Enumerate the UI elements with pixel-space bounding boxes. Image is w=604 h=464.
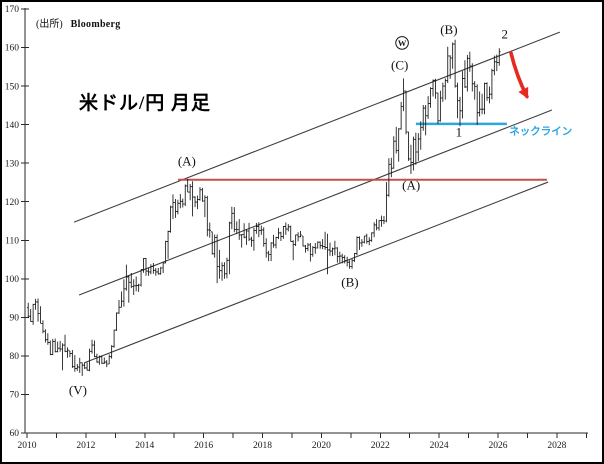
- channel-line-lower: [83, 181, 549, 364]
- annotation-neckline-label: ネックライン: [509, 125, 572, 137]
- annotation-count-1: 1: [456, 124, 463, 139]
- annotation-wave-A1: (A): [178, 154, 196, 169]
- x-axis-label: 2020: [312, 441, 331, 451]
- annotation-wave-C: (C): [391, 57, 408, 72]
- annotation-wave-W-circled: [395, 36, 409, 50]
- x-axis-label: 2012: [76, 441, 95, 451]
- y-axis-label: 80: [10, 352, 20, 362]
- source-label: (出所) Bloomberg: [36, 15, 121, 30]
- x-axis-label: 2028: [547, 441, 566, 451]
- y-axis-label: 120: [5, 198, 20, 208]
- annotation-count-2: 2: [502, 26, 509, 41]
- axes: [24, 8, 588, 434]
- y-axis-label: 90: [10, 314, 20, 324]
- y-axis-label: 140: [5, 121, 20, 131]
- x-axis-label: 2014: [135, 441, 154, 451]
- ohlc-bars: [26, 39, 501, 376]
- x-axis-label: 2016: [194, 441, 213, 451]
- annotation-wave-V: (V): [69, 383, 87, 398]
- x-axis-label: 2024: [430, 441, 449, 451]
- forecast-arrow: [509, 51, 529, 99]
- chart-title: 米ドル/円 月足: [79, 93, 212, 114]
- y-axis-label: 100: [5, 275, 20, 285]
- y-axis-label: 110: [5, 236, 19, 246]
- source-prefix: (出所): [36, 19, 63, 30]
- y-axis-label: 160: [5, 44, 20, 54]
- source-name: Bloomberg: [70, 19, 121, 30]
- x-axis-label: 2018: [253, 441, 272, 451]
- y-axis-label: 170: [5, 5, 20, 15]
- y-axis-label: 150: [5, 82, 20, 92]
- x-axis-label: 2022: [371, 441, 390, 451]
- annotation-wave-W-circled-text: W: [398, 38, 407, 48]
- annotation-wave-B2: (B): [440, 22, 457, 37]
- annotation-wave-A2: (A): [402, 178, 420, 193]
- x-axis-label: 2026: [489, 441, 508, 451]
- channel-line-upper: [73, 31, 561, 223]
- y-axis-label: 130: [5, 159, 20, 169]
- annotation-wave-B1: (B): [341, 275, 358, 290]
- y-axis-label: 60: [10, 429, 20, 439]
- x-axis-label: 2010: [18, 441, 37, 451]
- y-axis-label: 70: [10, 391, 20, 401]
- channel-line-middle: [78, 109, 553, 296]
